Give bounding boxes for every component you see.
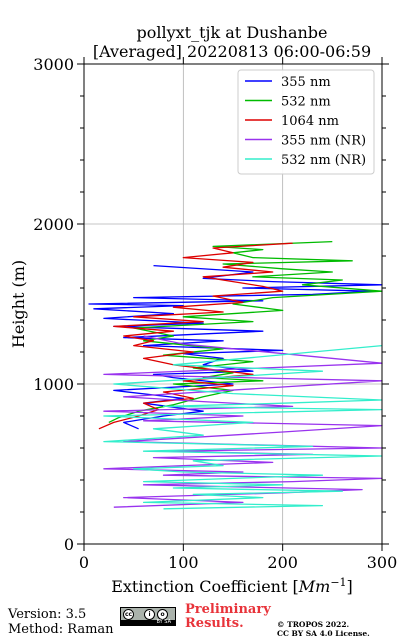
legend-label-355-nm: 355 nm: [281, 75, 331, 90]
preliminary-notice: Preliminary Results.: [185, 603, 271, 631]
y-axis-label: Height (m): [9, 260, 28, 348]
legend-label-532-nm-nr: 532 nm (NR): [281, 153, 366, 168]
x-tick-label: 0: [79, 553, 89, 572]
cc-license-badge: cc i o BY SA: [120, 607, 176, 626]
y-tick-label: 1000: [33, 375, 74, 394]
cc-license-badge-label: BY SA: [121, 620, 175, 625]
sa-icon: o: [157, 609, 168, 620]
x-tick-label: 100: [168, 553, 199, 572]
legend-entries: 355 nm 532 nm 1064 nm 355 nm (NR) 532 nm (NR…: [245, 75, 366, 168]
y-tick-label: 0: [64, 535, 74, 554]
plot-frame: [83, 63, 383, 545]
series-lines: [88, 240, 383, 510]
y-tick-label: 3000: [33, 55, 74, 74]
legend-label-355-nm-nr: 355 nm (NR): [281, 134, 366, 149]
method-text: Method: Raman: [8, 622, 114, 637]
legend: 355 nm 532 nm 1064 nm 355 nm (NR) 532 nm (NR…: [237, 69, 375, 175]
series-line-1064-nm: [98, 242, 293, 430]
legend-box: [237, 69, 375, 175]
extinction-profile-chart: pollyxt_tjk at Dushanbe [Averaged] 20220…: [9, 23, 397, 596]
series-line-355-nm: [88, 264, 383, 430]
series-line-532-nm: [108, 240, 383, 423]
legend-label-1064-nm: 1064 nm: [281, 114, 339, 129]
version-text: Version: 3.5: [8, 607, 87, 622]
cc-icon: cc: [123, 609, 134, 620]
series-line-532-nm-nr: [103, 344, 383, 510]
legend-label-532-nm: 532 nm: [281, 95, 331, 110]
copyright-line-2: CC BY SA 4.0 License.: [277, 629, 370, 638]
by-icon: i: [144, 609, 155, 620]
y-tick-label: 2000: [33, 215, 74, 234]
preliminary-line-1: Preliminary: [185, 602, 271, 617]
chart-title: pollyxt_tjk at Dushanbe: [136, 23, 327, 42]
preliminary-line-2: Results.: [185, 616, 244, 631]
x-tick-label: 200: [267, 553, 298, 572]
x-tick-label: 300: [367, 553, 398, 572]
copyright-line-1: © TROPOS 2022.: [277, 620, 350, 629]
series-line-355-nm-nr: [103, 335, 383, 508]
chart-subtitle: [Averaged] 20220813 06:00-06:59: [93, 42, 371, 61]
copyright-notice: © TROPOS 2022. CC BY SA 4.0 License.: [277, 620, 370, 638]
x-axis-label: Extinction Coefficient [Mm−1]: [111, 576, 353, 596]
